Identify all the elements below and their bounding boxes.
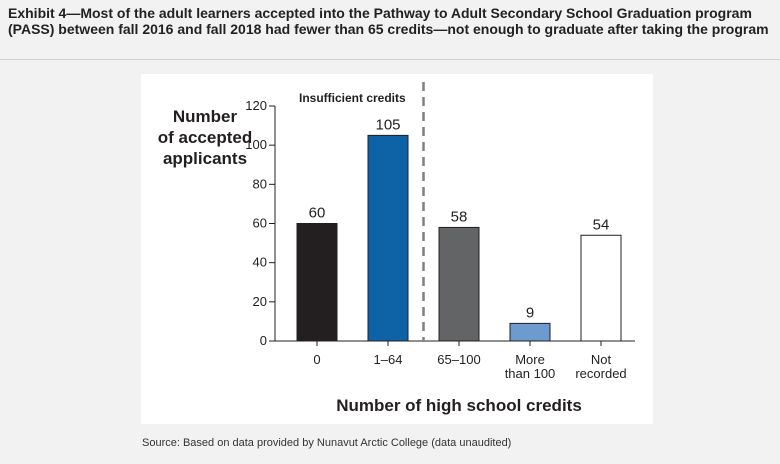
- x-tick-label: 1–64: [374, 352, 403, 367]
- x-tick-label: than 100: [505, 366, 556, 381]
- y-tick-label: 80: [253, 176, 267, 191]
- bar: [438, 226, 480, 342]
- y-axis-title-line: applicants: [163, 149, 247, 168]
- bar-value-label: 105: [375, 116, 400, 133]
- y-tick-label: 120: [245, 98, 267, 113]
- x-tick-label: recorded: [575, 366, 626, 381]
- y-tick-label: 100: [245, 137, 267, 152]
- exhibit-title: Exhibit 4—Most of the adult learners acc…: [8, 5, 769, 37]
- bar: [296, 223, 338, 342]
- y-tick-label: 40: [253, 255, 267, 270]
- y-axis-title-line: of accepted: [158, 128, 252, 147]
- source-note: Source: Based on data provided by Nunavu…: [142, 437, 512, 449]
- y-tick-label: 60: [253, 216, 267, 231]
- x-axis-title: Number of high school credits: [336, 396, 582, 415]
- bar-value-label: 58: [451, 208, 468, 225]
- bar-value-label: 60: [309, 205, 326, 222]
- x-tick-label: 65–100: [437, 352, 480, 367]
- bar-chart: 0 20 40 60 80 100 120 Number of accepted applican…: [158, 82, 635, 415]
- chart-panel: 0 20 40 60 80 100 120 Number of accepted applican…: [141, 74, 653, 424]
- x-tick-label: 0: [313, 352, 320, 367]
- bar: [367, 134, 409, 342]
- x-tick-label: More: [515, 352, 545, 367]
- bar-value-label: 9: [526, 304, 534, 321]
- y-axis-title-line: Number: [173, 107, 238, 126]
- y-tick-label: 20: [253, 294, 267, 309]
- x-tick-label: Not: [591, 352, 612, 367]
- y-tick-label: 0: [260, 333, 267, 348]
- title-divider: [0, 59, 780, 60]
- annotation-insufficient-credits: Insufficient credits: [299, 91, 406, 105]
- bar: [509, 322, 551, 342]
- bar-value-label: 54: [593, 216, 610, 233]
- bar: [580, 234, 622, 342]
